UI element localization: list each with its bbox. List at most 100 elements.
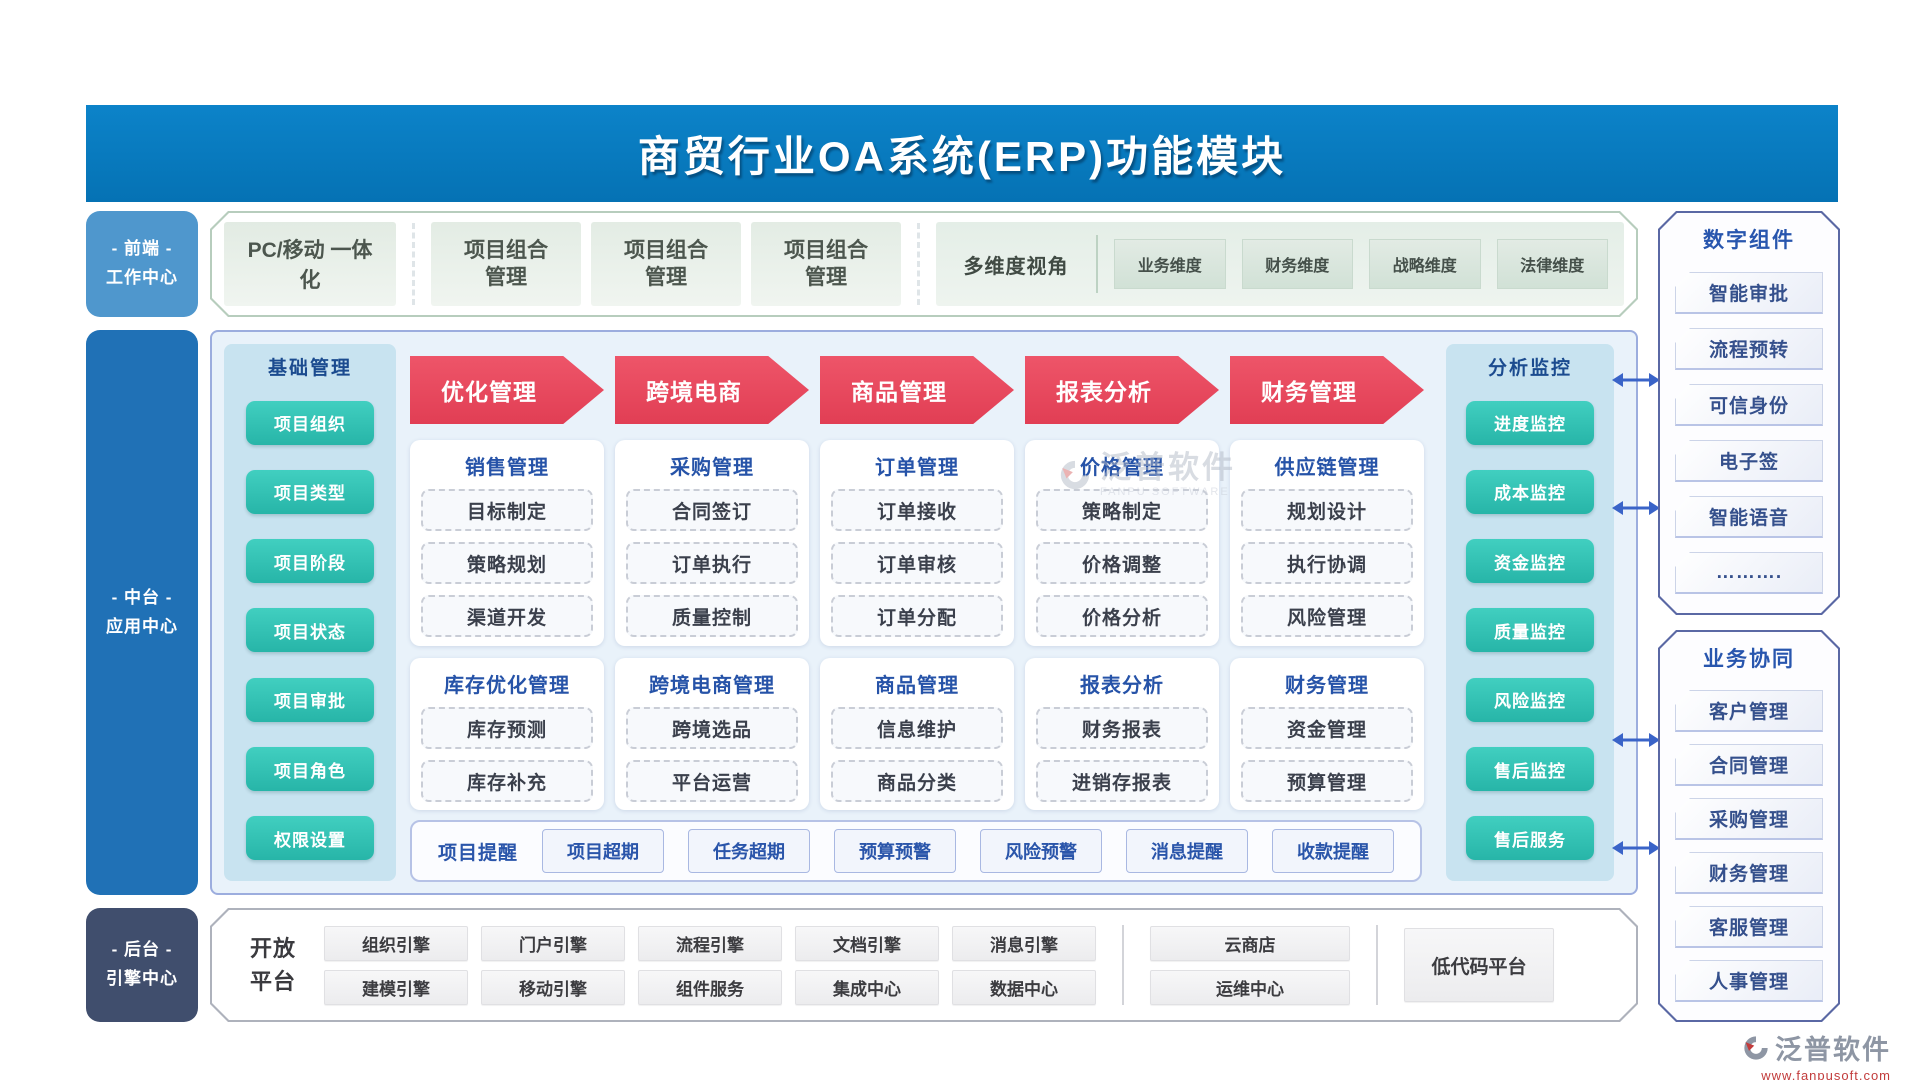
dimension-button[interactable]: 业务维度 — [1114, 239, 1226, 289]
engine-button[interactable]: 集成中心 — [795, 970, 939, 1005]
engine-button[interactable]: 组件服务 — [638, 970, 782, 1005]
alert-button[interactable]: 预算预警 — [834, 829, 956, 873]
monitor-button[interactable]: 售后服务 — [1466, 816, 1594, 861]
engine-button[interactable]: 建模引擎 — [324, 970, 468, 1005]
module-item-button[interactable]: 信息维护 — [831, 707, 1003, 749]
module-column-report: 报表分析 价格管理 策略制定 价格调整 价格分析 报表分析 财务报表 进销存报表 — [1025, 356, 1219, 810]
module-item-button[interactable]: 执行协调 — [1241, 542, 1413, 584]
engine-button[interactable]: 文档引擎 — [795, 926, 939, 961]
group-header: 库存优化管理 — [444, 675, 570, 697]
sidebar-item-backend-engine-center[interactable]: - 后台 - 引擎中心 — [86, 908, 198, 1022]
collab-button[interactable]: 合同管理 — [1675, 744, 1823, 786]
module-arrow-banner: 报表分析 — [1025, 356, 1219, 424]
collab-button[interactable]: 财务管理 — [1675, 852, 1823, 894]
module-item-button[interactable]: 订单执行 — [626, 542, 798, 584]
monitor-button[interactable]: 风险监控 — [1466, 677, 1594, 722]
module-item-button[interactable]: 平台运营 — [626, 760, 798, 802]
engine-button[interactable]: 消息引擎 — [952, 926, 1096, 961]
module-item-button[interactable]: 资金管理 — [1241, 707, 1413, 749]
analysis-monitor-panel: 分析监控 进度监控 成本监控 资金监控 质量监控 风险监控 售后监控 售后服务 — [1446, 344, 1614, 881]
digital-component-button[interactable]: 流程预转 — [1675, 328, 1823, 370]
base-management-button[interactable]: 项目组织 — [246, 400, 374, 445]
collab-button[interactable]: 采购管理 — [1675, 798, 1823, 840]
base-management-button[interactable]: 项目状态 — [246, 608, 374, 653]
module-item-button[interactable]: 订单接收 — [831, 489, 1003, 531]
module-item-button[interactable]: 进销存报表 — [1036, 760, 1208, 802]
alert-button[interactable]: 风险预警 — [980, 829, 1102, 873]
portfolio-chip[interactable]: 项目组合管理 — [431, 222, 581, 306]
base-management-button[interactable]: 权限设置 — [246, 816, 374, 861]
module-item-button[interactable]: 质量控制 — [626, 595, 798, 637]
dimension-button[interactable]: 法律维度 — [1497, 239, 1609, 289]
module-item-button[interactable]: 规划设计 — [1241, 489, 1413, 531]
engine-button[interactable]: 流程引擎 — [638, 926, 782, 961]
digital-component-button[interactable]: 智能审批 — [1675, 272, 1823, 314]
digital-components-panel: 数字组件 智能审批 流程预转 可信身份 电子签 智能语音 ………. — [1658, 211, 1840, 615]
lowcode-platform-button[interactable]: 低代码平台 — [1404, 928, 1554, 1002]
dimension-button[interactable]: 战略维度 — [1369, 239, 1481, 289]
sidebar-item-frontend-work-center[interactable]: - 前端 - 工作中心 — [86, 211, 198, 317]
module-column-optimization: 优化管理 销售管理 目标制定 策略规划 渠道开发 库存优化管理 库存预测 库存补充 — [410, 356, 604, 810]
cloud-button[interactable]: 运维中心 — [1150, 970, 1350, 1005]
monitor-button[interactable]: 进度监控 — [1466, 400, 1594, 445]
engine-button[interactable]: 移动引擎 — [481, 970, 625, 1005]
monitor-button[interactable]: 成本监控 — [1466, 469, 1594, 514]
collab-button[interactable]: 人事管理 — [1675, 960, 1823, 1002]
module-item-button[interactable]: 策略规划 — [421, 542, 593, 584]
digital-component-button[interactable]: 可信身份 — [1675, 384, 1823, 426]
module-item-button[interactable]: 策略制定 — [1036, 489, 1208, 531]
module-item-button[interactable]: 财务报表 — [1036, 707, 1208, 749]
vendor-url: www.fanpusoft.com — [1761, 1068, 1891, 1080]
portfolio-chip[interactable]: 项目组合管理 — [751, 222, 901, 306]
alert-button[interactable]: 消息提醒 — [1126, 829, 1248, 873]
vendor-name: 泛普软件 — [1775, 1035, 1891, 1065]
sidebar-item-middle-app-center[interactable]: - 中台 - 应用中心 — [86, 330, 198, 895]
monitor-button[interactable]: 售后监控 — [1466, 747, 1594, 792]
alert-bar: 项目提醒 项目超期 任务超期 预算预警 风险预警 消息提醒 收款提醒 — [410, 820, 1422, 882]
digital-component-button[interactable]: 电子签 — [1675, 440, 1823, 482]
monitor-button[interactable]: 质量监控 — [1466, 608, 1594, 653]
module-item-button[interactable]: 价格分析 — [1036, 595, 1208, 637]
module-item-button[interactable]: 库存预测 — [421, 707, 593, 749]
portfolio-chip[interactable]: 项目组合管理 — [591, 222, 741, 306]
digital-component-button[interactable]: 智能语音 — [1675, 496, 1823, 538]
pc-mobile-chip[interactable]: PC/移动 一体化 — [224, 222, 396, 306]
engine-button[interactable]: 组织引擎 — [324, 926, 468, 961]
module-item-button[interactable]: 渠道开发 — [421, 595, 593, 637]
module-item-button[interactable]: 风险管理 — [1241, 595, 1413, 637]
analysis-monitor-header: 分析监控 — [1487, 357, 1572, 379]
module-item-button[interactable]: 合同签订 — [626, 489, 798, 531]
module-item-button[interactable]: 商品分类 — [831, 760, 1003, 802]
alert-button[interactable]: 收款提醒 — [1272, 829, 1394, 873]
alert-button[interactable]: 任务超期 — [688, 829, 810, 873]
cloud-button[interactable]: 云商店 — [1150, 926, 1350, 961]
collab-button[interactable]: 客服管理 — [1675, 906, 1823, 948]
engine-button[interactable]: 数据中心 — [952, 970, 1096, 1005]
alert-button[interactable]: 项目超期 — [542, 829, 664, 873]
base-management-button[interactable]: 项目审批 — [246, 677, 374, 722]
business-collab-header: 业务协同 — [1703, 648, 1795, 671]
tab-line: 引擎中心 — [106, 969, 178, 988]
double-arrow-icon — [1612, 841, 1660, 855]
base-management-button[interactable]: 项目阶段 — [246, 539, 374, 584]
group-items: 库存预测 库存补充 — [421, 707, 593, 802]
monitor-button[interactable]: 资金监控 — [1466, 539, 1594, 584]
module-item-button[interactable]: 预算管理 — [1241, 760, 1413, 802]
dashed-divider — [917, 223, 920, 305]
base-management-button[interactable]: 项目类型 — [246, 469, 374, 514]
module-item-button[interactable]: 目标制定 — [421, 489, 593, 531]
base-management-button[interactable]: 项目角色 — [246, 747, 374, 792]
engine-button[interactable]: 门户引擎 — [481, 926, 625, 961]
module-item-button[interactable]: 订单分配 — [831, 595, 1003, 637]
module-item-button[interactable]: 订单审核 — [831, 542, 1003, 584]
group-items: 资金管理 预算管理 — [1241, 707, 1413, 802]
module-item-button[interactable]: 库存补充 — [421, 760, 593, 802]
module-item-button[interactable]: 价格调整 — [1036, 542, 1208, 584]
double-arrow-icon — [1612, 733, 1660, 747]
engine-grid: 组织引擎 门户引擎 流程引擎 文档引擎 消息引擎 建模引擎 移动引擎 组件服务 集成中心 数据中… — [324, 926, 1096, 1005]
tab-line: 应用中心 — [106, 616, 178, 636]
dimension-button[interactable]: 财务维度 — [1242, 239, 1354, 289]
module-item-button[interactable]: 跨境选品 — [626, 707, 798, 749]
digital-component-button[interactable]: ………. — [1675, 552, 1823, 594]
collab-button[interactable]: 客户管理 — [1675, 690, 1823, 732]
